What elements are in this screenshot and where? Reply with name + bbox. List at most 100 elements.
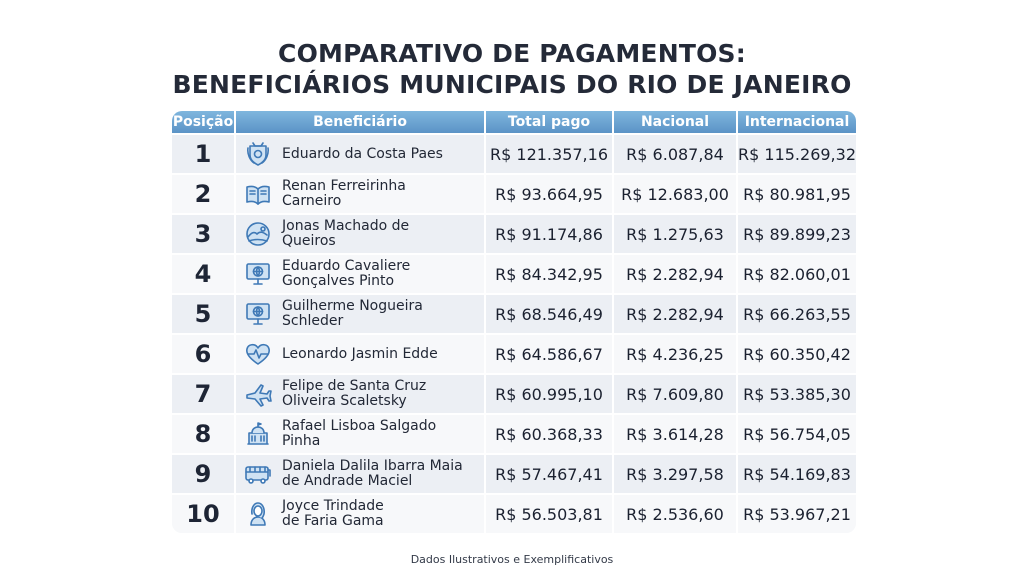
beneficiary-name: Daniela Dalila Ibarra Maia de Andrade Mac… — [282, 459, 463, 489]
page-title: COMPARATIVO DE PAGAMENTOS: BENEFICIÁRIOS… — [0, 38, 1024, 100]
title-line-1: COMPARATIVO DE PAGAMENTOS: — [278, 39, 746, 68]
header-beneficiary: Beneficiário — [236, 111, 486, 133]
beneficiary-name: Felipe de Santa Cruz Oliveira Scaletsky — [282, 379, 426, 409]
national-cell: R$ 2.282,94 — [614, 255, 738, 293]
table-row: 2 Renan Ferreirinha Carneiro R$ 93.664,95 R$… — [172, 173, 856, 213]
position-cell: 8 — [172, 415, 236, 453]
table-row: 6 Leonardo Jasmin Edde R$ 64.586,67 R$ 4.23… — [172, 333, 856, 373]
international-cell: R$ 54.169,83 — [743, 464, 851, 484]
beneficiary-name: Jonas Machado de Queiros — [282, 219, 409, 249]
total-paid-cell: R$ 84.342,95 — [486, 255, 614, 293]
total-paid-cell: R$ 93.664,95 — [486, 175, 614, 213]
total-paid-cell: R$ 121.357,16 — [486, 135, 614, 173]
total-paid-cell: R$ 57.467,41 — [486, 455, 614, 493]
beneficiary-name-line-2: Oliveira Scaletsky — [282, 393, 407, 409]
beneficiary-name-line-2: Schleder — [282, 313, 344, 329]
header-national: Nacional — [614, 111, 738, 133]
beneficiary-name-line-2: de Andrade Maciel — [282, 473, 413, 489]
position-cell: 10 — [172, 495, 236, 533]
table-row: 8 Rafael Lisboa Salgado Pinha R$ 60.368,33 R… — [172, 413, 856, 453]
payments-table: Posição Beneficiário Total pago Nacional… — [172, 111, 856, 533]
header-international: Internacional — [744, 114, 850, 130]
beneficiary-cell: Leonardo Jasmin Edde — [236, 335, 486, 373]
total-paid-cell: R$ 68.546,49 — [486, 295, 614, 333]
beneficiary-cell: Jonas Machado de Queiros — [236, 215, 486, 253]
beneficiary-name-line-1: Eduardo da Costa Paes — [282, 145, 443, 162]
international-cell: R$ 115.269,32 — [738, 144, 856, 164]
table-header: Posição Beneficiário Total pago Nacional… — [172, 111, 856, 133]
beneficiary-name-line-2: Carneiro — [282, 193, 342, 209]
footer-note: Dados Ilustrativos e Exemplificativos — [410, 553, 614, 566]
beneficiary-name-line-1: Rafael Lisboa Salgado — [282, 418, 437, 434]
bus-icon — [244, 460, 272, 488]
header-total: Total pago — [486, 111, 614, 133]
international-cell: R$ 82.060,01 — [743, 264, 851, 284]
woman-avatar-icon — [244, 500, 272, 528]
beneficiary-cell: Renan Ferreirinha Carneiro — [236, 175, 486, 213]
beneficiary-name-line-1: Felipe de Santa Cruz — [282, 378, 427, 394]
beneficiary-name: Guilherme Nogueira Schleder — [282, 299, 423, 329]
national-cell: R$ 7.609,80 — [614, 375, 738, 413]
open-book-icon — [244, 180, 272, 208]
position-cell: 9 — [172, 455, 236, 493]
national-cell: R$ 2.282,94 — [614, 295, 738, 333]
national-cell: R$ 3.614,28 — [614, 415, 738, 453]
beneficiary-cell: Guilherme Nogueira Schleder — [236, 295, 486, 333]
international-cell: R$ 56.754,05 — [743, 424, 851, 444]
beneficiary-name: Rafael Lisboa Salgado Pinha — [282, 419, 436, 449]
beneficiary-cell: Eduardo Cavaliere Gonçalves Pinto — [236, 255, 486, 293]
beneficiary-name-line-2: Gonçalves Pinto — [282, 273, 395, 289]
beneficiary-name-line-1: Joyce Trindade — [282, 498, 384, 514]
beneficiary-cell: Joyce Trindade de Faria Gama — [236, 495, 486, 533]
international-cell: R$ 53.385,30 — [743, 384, 851, 404]
airplane-icon — [244, 380, 272, 408]
beneficiary-name: Joyce Trindade de Faria Gama — [282, 499, 384, 529]
position-cell: 1 — [172, 135, 236, 173]
international-cell: R$ 60.350,42 — [743, 344, 851, 364]
beneficiary-cell: Rafael Lisboa Salgado Pinha — [236, 415, 486, 453]
beneficiary-name-line-1: Leonardo Jasmin Edde — [282, 345, 438, 362]
beneficiary-cell: Eduardo da Costa Paes — [236, 135, 486, 173]
city-seal-icon — [244, 140, 272, 168]
beneficiary-name-line-1: Eduardo Cavaliere — [282, 258, 411, 274]
international-cell: R$ 66.263,55 — [743, 304, 851, 324]
beneficiary-name-line-2: Queiros — [282, 233, 336, 249]
monitor-globe-icon — [244, 300, 272, 328]
beneficiary-name-line-1: Jonas Machado de — [282, 218, 410, 234]
total-paid-cell: R$ 60.368,33 — [486, 415, 614, 453]
national-cell: R$ 1.275,63 — [614, 215, 738, 253]
national-cell: R$ 4.236,25 — [614, 335, 738, 373]
beneficiary-name-line-1: Renan Ferreirinha — [282, 178, 406, 194]
table-body: 1 Eduardo da Costa Paes R$ 121.357,16 R$ 6.… — [172, 133, 856, 533]
position-cell: 7 — [172, 375, 236, 413]
total-paid-cell: R$ 56.503,81 — [486, 495, 614, 533]
national-cell: R$ 6.087,84 — [614, 135, 738, 173]
beneficiary-name: Renan Ferreirinha Carneiro — [282, 179, 406, 209]
beneficiary-name-line-2: de Faria Gama — [282, 513, 384, 529]
beneficiary-name-line-2: Pinha — [282, 433, 321, 449]
table-row: 3 Jonas Machado de Queiros R$ 91.174,86 R$ 1… — [172, 213, 856, 253]
header-position: Posição — [172, 111, 236, 133]
national-cell: R$ 12.683,00 — [614, 175, 738, 213]
beneficiary-cell: Daniela Dalila Ibarra Maia de Andrade Mac… — [236, 455, 486, 493]
table-row: 5 Guilherme Nogueira Schleder R$ 68.546,49 R… — [172, 293, 856, 333]
monitor-globe-icon — [244, 260, 272, 288]
heart-pulse-icon — [244, 340, 272, 368]
position-cell: 5 — [172, 295, 236, 333]
international-cell: R$ 53.967,21 — [743, 504, 851, 524]
table-row: 4 Eduardo Cavaliere Gonçalves Pinto R$ 84.3… — [172, 253, 856, 293]
total-paid-cell: R$ 64.586,67 — [486, 335, 614, 373]
position-cell: 4 — [172, 255, 236, 293]
beneficiary-name: Eduardo da Costa Paes — [282, 145, 443, 162]
landscape-icon — [244, 220, 272, 248]
table-row: 7 Felipe de Santa Cruz Oliveira Scaletsky R… — [172, 373, 856, 413]
beneficiary-name-line-1: Daniela Dalila Ibarra Maia — [282, 458, 463, 474]
total-paid-cell: R$ 91.174,86 — [486, 215, 614, 253]
table-row: 1 Eduardo da Costa Paes R$ 121.357,16 R$ 6.… — [172, 133, 856, 173]
international-cell: R$ 89.899,23 — [743, 224, 851, 244]
table-row: 10 Joyce Trindade de Faria Gama R$ 56.503,8… — [172, 493, 856, 533]
total-paid-cell: R$ 60.995,10 — [486, 375, 614, 413]
beneficiary-name-line-1: Guilherme Nogueira — [282, 298, 423, 314]
international-cell: R$ 80.981,95 — [743, 184, 851, 204]
beneficiary-cell: Felipe de Santa Cruz Oliveira Scaletsky — [236, 375, 486, 413]
